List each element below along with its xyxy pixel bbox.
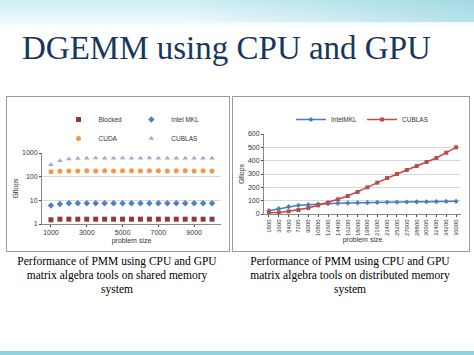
svg-text:Blocked: Blocked bbox=[99, 116, 123, 123]
svg-text:Intel MKL: Intel MKL bbox=[171, 116, 199, 123]
html-text:Performance of PMM using CPU a: Performance of PMM using CPU and GPU mat… bbox=[250, 255, 450, 295]
svg-text:1: 1 bbox=[34, 220, 38, 227]
svg-text:21600: 21600 bbox=[374, 219, 380, 236]
svg-text:23400: 23400 bbox=[384, 219, 390, 236]
svg-text:18000: 18000 bbox=[355, 219, 361, 236]
svg-text:14400: 14400 bbox=[335, 219, 341, 236]
svg-text:600: 600 bbox=[248, 130, 260, 137]
svg-text:34200: 34200 bbox=[443, 219, 449, 236]
html-text:DGEMM using CPU and GPU: DGEMM using CPU and GPU bbox=[22, 30, 431, 66]
svg-text:problem size: problem size bbox=[112, 237, 152, 245]
svg-text:0: 0 bbox=[256, 210, 260, 217]
svg-text:CUDA: CUDA bbox=[99, 135, 118, 142]
svg-text:32400: 32400 bbox=[433, 219, 439, 236]
svg-text:Gflops: Gflops bbox=[238, 163, 246, 184]
svg-text:28800: 28800 bbox=[414, 219, 420, 236]
svg-text:7200: 7200 bbox=[295, 219, 301, 233]
svg-text:10800: 10800 bbox=[315, 219, 321, 236]
svg-text:300: 300 bbox=[248, 170, 260, 177]
svg-text:1800: 1800 bbox=[266, 219, 272, 233]
svg-text:problem size: problem size bbox=[343, 236, 383, 244]
html-text:Performance of PMM using CPU a: Performance of PMM using CPU and GPU mat… bbox=[17, 255, 217, 295]
svg-text:CUBLAS: CUBLAS bbox=[402, 116, 429, 123]
svg-text:9000: 9000 bbox=[186, 229, 202, 236]
svg-text:5000: 5000 bbox=[115, 229, 131, 236]
svg-text:IntelMKL: IntelMKL bbox=[331, 116, 357, 123]
svg-text:27000: 27000 bbox=[404, 219, 410, 236]
svg-text:1000: 1000 bbox=[43, 229, 59, 236]
svg-text:5400: 5400 bbox=[286, 219, 292, 233]
svg-text:400: 400 bbox=[248, 157, 260, 164]
svg-text:500: 500 bbox=[248, 144, 260, 151]
svg-text:200: 200 bbox=[248, 184, 260, 191]
svg-text:25200: 25200 bbox=[394, 219, 400, 236]
svg-text:12600: 12600 bbox=[325, 219, 331, 236]
svg-text:3000: 3000 bbox=[79, 229, 95, 236]
svg-text:19800: 19800 bbox=[364, 219, 370, 236]
svg-text:CUBLAS: CUBLAS bbox=[171, 135, 198, 142]
svg-text:7000: 7000 bbox=[151, 229, 167, 236]
svg-text:1000: 1000 bbox=[22, 149, 38, 156]
svg-text:100: 100 bbox=[248, 197, 260, 204]
svg-text:3600: 3600 bbox=[276, 219, 282, 233]
svg-text:10: 10 bbox=[30, 197, 38, 204]
svg-text:100: 100 bbox=[26, 173, 38, 180]
svg-text:9000: 9000 bbox=[305, 219, 311, 233]
svg-text:Gflops: Gflops bbox=[12, 178, 20, 199]
svg-text:30600: 30600 bbox=[423, 219, 429, 236]
svg-text:36000: 36000 bbox=[453, 219, 459, 236]
svg-text:16200: 16200 bbox=[345, 219, 351, 236]
